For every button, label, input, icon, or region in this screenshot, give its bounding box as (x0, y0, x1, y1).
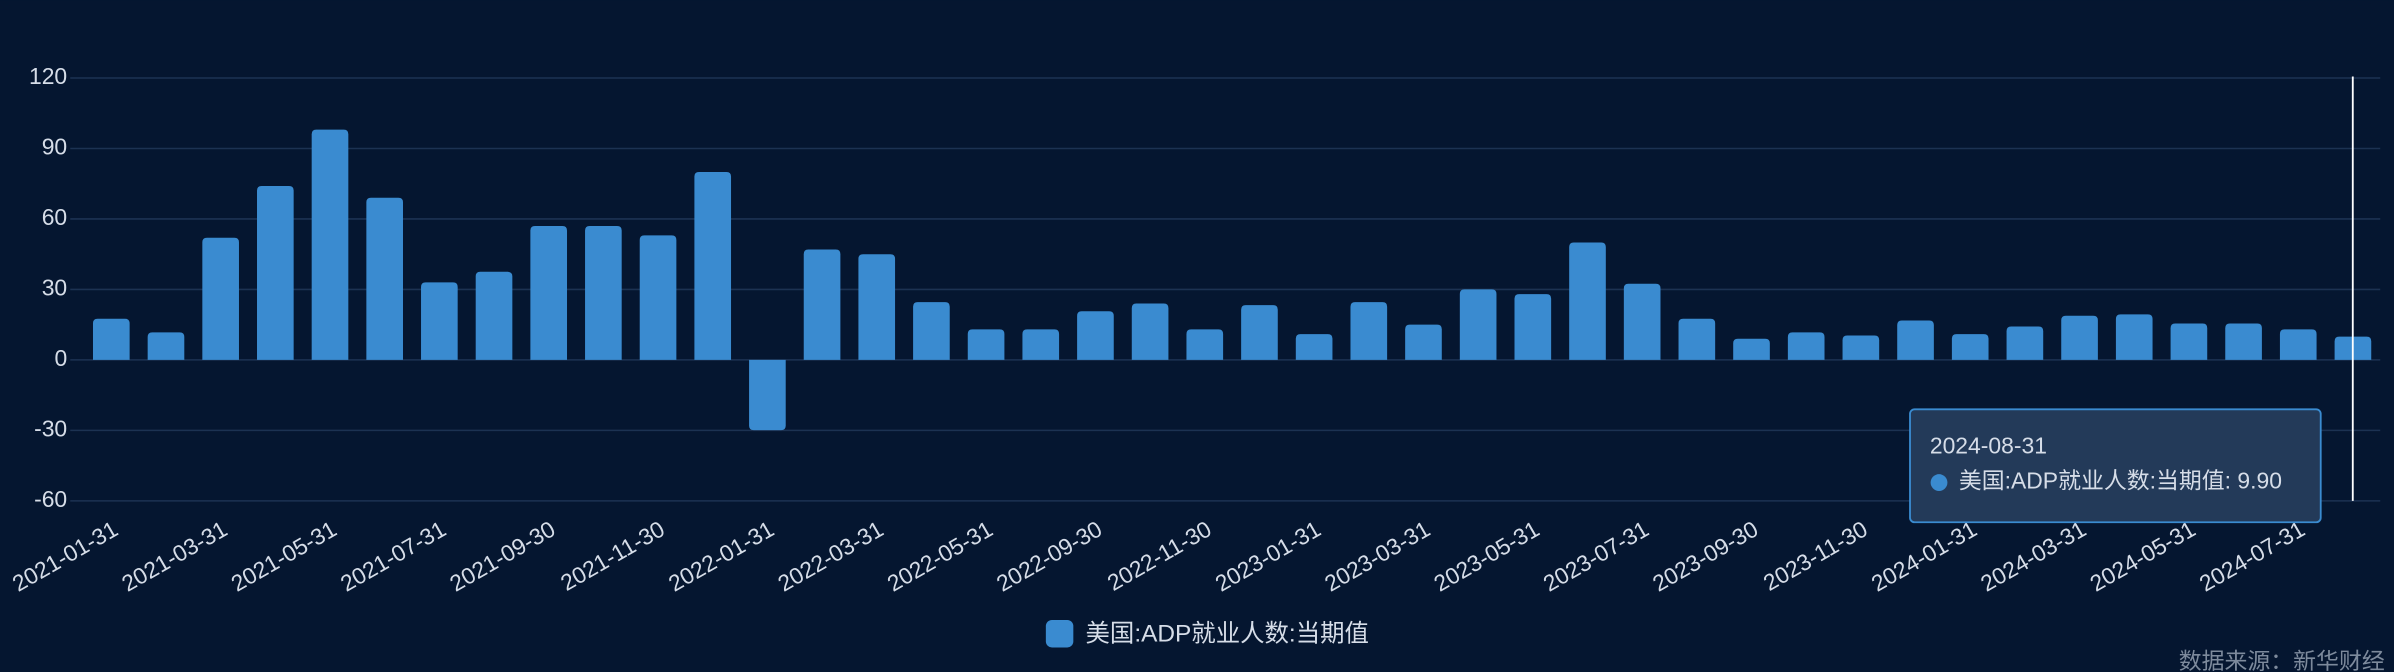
bar (1022, 329, 1060, 360)
tooltip-title: 2024-08-31 (1930, 433, 2047, 459)
bar (2279, 329, 2317, 360)
bar (1241, 305, 1278, 360)
bar (1951, 334, 1989, 360)
source: 数据来源：新华财经 (2179, 648, 2385, 672)
tooltip-box (1909, 408, 2322, 524)
bar (1186, 329, 1224, 360)
bar (147, 332, 185, 360)
bar (1459, 289, 1497, 360)
tooltip-marker (1930, 474, 1948, 491)
y-tick-label: -30 (34, 415, 67, 441)
bar (1623, 283, 1661, 360)
bar (1787, 332, 1825, 360)
bar (366, 197, 403, 360)
bar (475, 271, 513, 360)
bar (1842, 335, 1880, 360)
bar (2006, 326, 2044, 360)
bar (1131, 303, 1169, 360)
bar (967, 329, 1005, 360)
tooltip-text: 美国:ADP就业人数:当期值: 9.90 (1959, 468, 2282, 494)
bar (2225, 323, 2262, 360)
bar (1295, 334, 1333, 360)
bar (585, 225, 622, 360)
tooltip: 2024-08-31 美国:ADP就业人数:当期值: 9.90 (1909, 408, 2322, 524)
y-tick-label: 60 (42, 204, 67, 230)
bar (858, 254, 896, 360)
bar (421, 282, 458, 360)
bar (1897, 320, 1934, 360)
bar (694, 171, 732, 360)
bar (1405, 324, 1442, 360)
bar (1514, 294, 1552, 360)
bar (803, 249, 841, 360)
bar (639, 235, 677, 360)
y-tick-label: -60 (34, 486, 67, 512)
bar (1350, 302, 1388, 360)
y-tick-label: 90 (42, 134, 67, 160)
legend-label[interactable]: 美国:ADP就业人数:当期值 (1086, 621, 1369, 648)
bar (1678, 318, 1716, 360)
bar (1077, 311, 1114, 360)
bar (2061, 315, 2098, 360)
legend-swatch[interactable] (1045, 619, 1074, 648)
bar (749, 359, 786, 431)
bar (913, 302, 950, 360)
legend[interactable]: 美国:ADP就业人数:当期值 (1045, 619, 1369, 648)
bar (2115, 314, 2153, 360)
bar (1569, 242, 1606, 360)
bar (2170, 323, 2208, 360)
bar (530, 225, 568, 360)
bar (311, 129, 349, 360)
y-tick-label: 120 (29, 63, 67, 89)
bar (1733, 338, 1770, 360)
y-tick-label: 30 (42, 274, 67, 300)
bar (202, 237, 239, 360)
bar (92, 318, 130, 360)
bars (92, 129, 2372, 431)
bar (257, 186, 294, 360)
y-tick-label: 0 (54, 345, 67, 371)
